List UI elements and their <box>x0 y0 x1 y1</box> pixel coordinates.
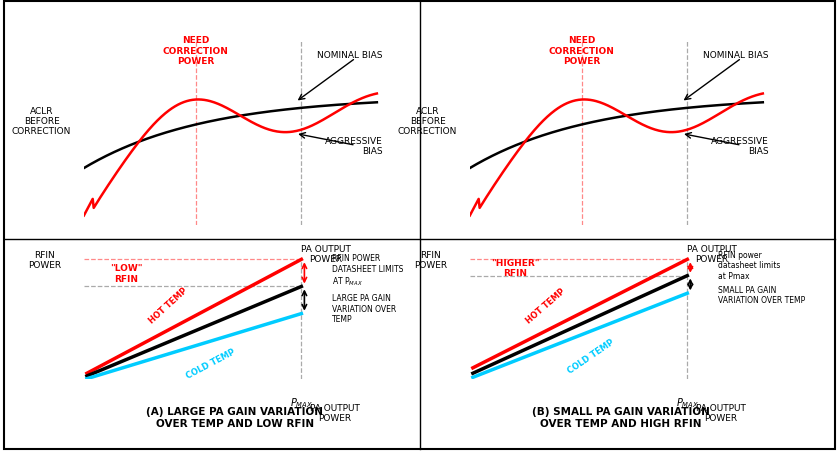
Text: PA OUTPUT
POWER: PA OUTPUT POWER <box>310 403 360 423</box>
Text: RFIN POWER
DATASHEET LIMITS
AT P$_{MAX}$: RFIN POWER DATASHEET LIMITS AT P$_{MAX}$ <box>331 254 403 287</box>
Text: COLD TEMP: COLD TEMP <box>565 337 616 375</box>
Text: RFIN power
datasheet limits
at Pmax: RFIN power datasheet limits at Pmax <box>717 250 780 280</box>
Text: PA OUTPUT
POWER: PA OUTPUT POWER <box>686 244 737 264</box>
Text: COLD TEMP: COLD TEMP <box>185 347 237 380</box>
Text: HOT TEMP: HOT TEMP <box>524 286 566 325</box>
Text: "HIGHER"
RFIN: "HIGHER" RFIN <box>491 258 539 277</box>
Text: $P_{MAX}$: $P_{MAX}$ <box>289 395 313 409</box>
Text: (B) SMALL PA GAIN VARIATION
OVER TEMP AND HIGH RFIN: (B) SMALL PA GAIN VARIATION OVER TEMP AN… <box>532 406 710 428</box>
Text: NOMINAL BIAS: NOMINAL BIAS <box>317 51 383 60</box>
Text: NEED
CORRECTION
POWER: NEED CORRECTION POWER <box>549 36 614 66</box>
Text: (A) LARGE PA GAIN VARIATION
OVER TEMP AND LOW RFIN: (A) LARGE PA GAIN VARIATION OVER TEMP AN… <box>147 406 323 428</box>
Text: PA OUTPUT
POWER: PA OUTPUT POWER <box>696 403 746 423</box>
Text: HOT TEMP: HOT TEMP <box>148 285 190 325</box>
Text: AGGRESSIVE
BIAS: AGGRESSIVE BIAS <box>711 136 769 156</box>
Text: AGGRESSIVE
BIAS: AGGRESSIVE BIAS <box>326 136 383 156</box>
Text: LARGE PA GAIN
VARIATION OVER
TEMP: LARGE PA GAIN VARIATION OVER TEMP <box>331 294 396 323</box>
Text: "LOW"
RFIN: "LOW" RFIN <box>110 264 143 283</box>
Text: SMALL PA GAIN
VARIATION OVER TEMP: SMALL PA GAIN VARIATION OVER TEMP <box>717 285 805 304</box>
Text: RFIN
POWER: RFIN POWER <box>28 250 61 269</box>
Text: $P_{MAX}$: $P_{MAX}$ <box>675 395 699 409</box>
Text: NOMINAL BIAS: NOMINAL BIAS <box>703 51 769 60</box>
Text: ACLR
BEFORE
CORRECTION: ACLR BEFORE CORRECTION <box>398 106 457 136</box>
Text: PA OUTPUT
POWER: PA OUTPUT POWER <box>300 244 351 264</box>
Text: ACLR
BEFORE
CORRECTION: ACLR BEFORE CORRECTION <box>12 106 71 136</box>
Text: RFIN
POWER: RFIN POWER <box>414 250 447 269</box>
Text: NEED
CORRECTION
POWER: NEED CORRECTION POWER <box>163 36 228 66</box>
